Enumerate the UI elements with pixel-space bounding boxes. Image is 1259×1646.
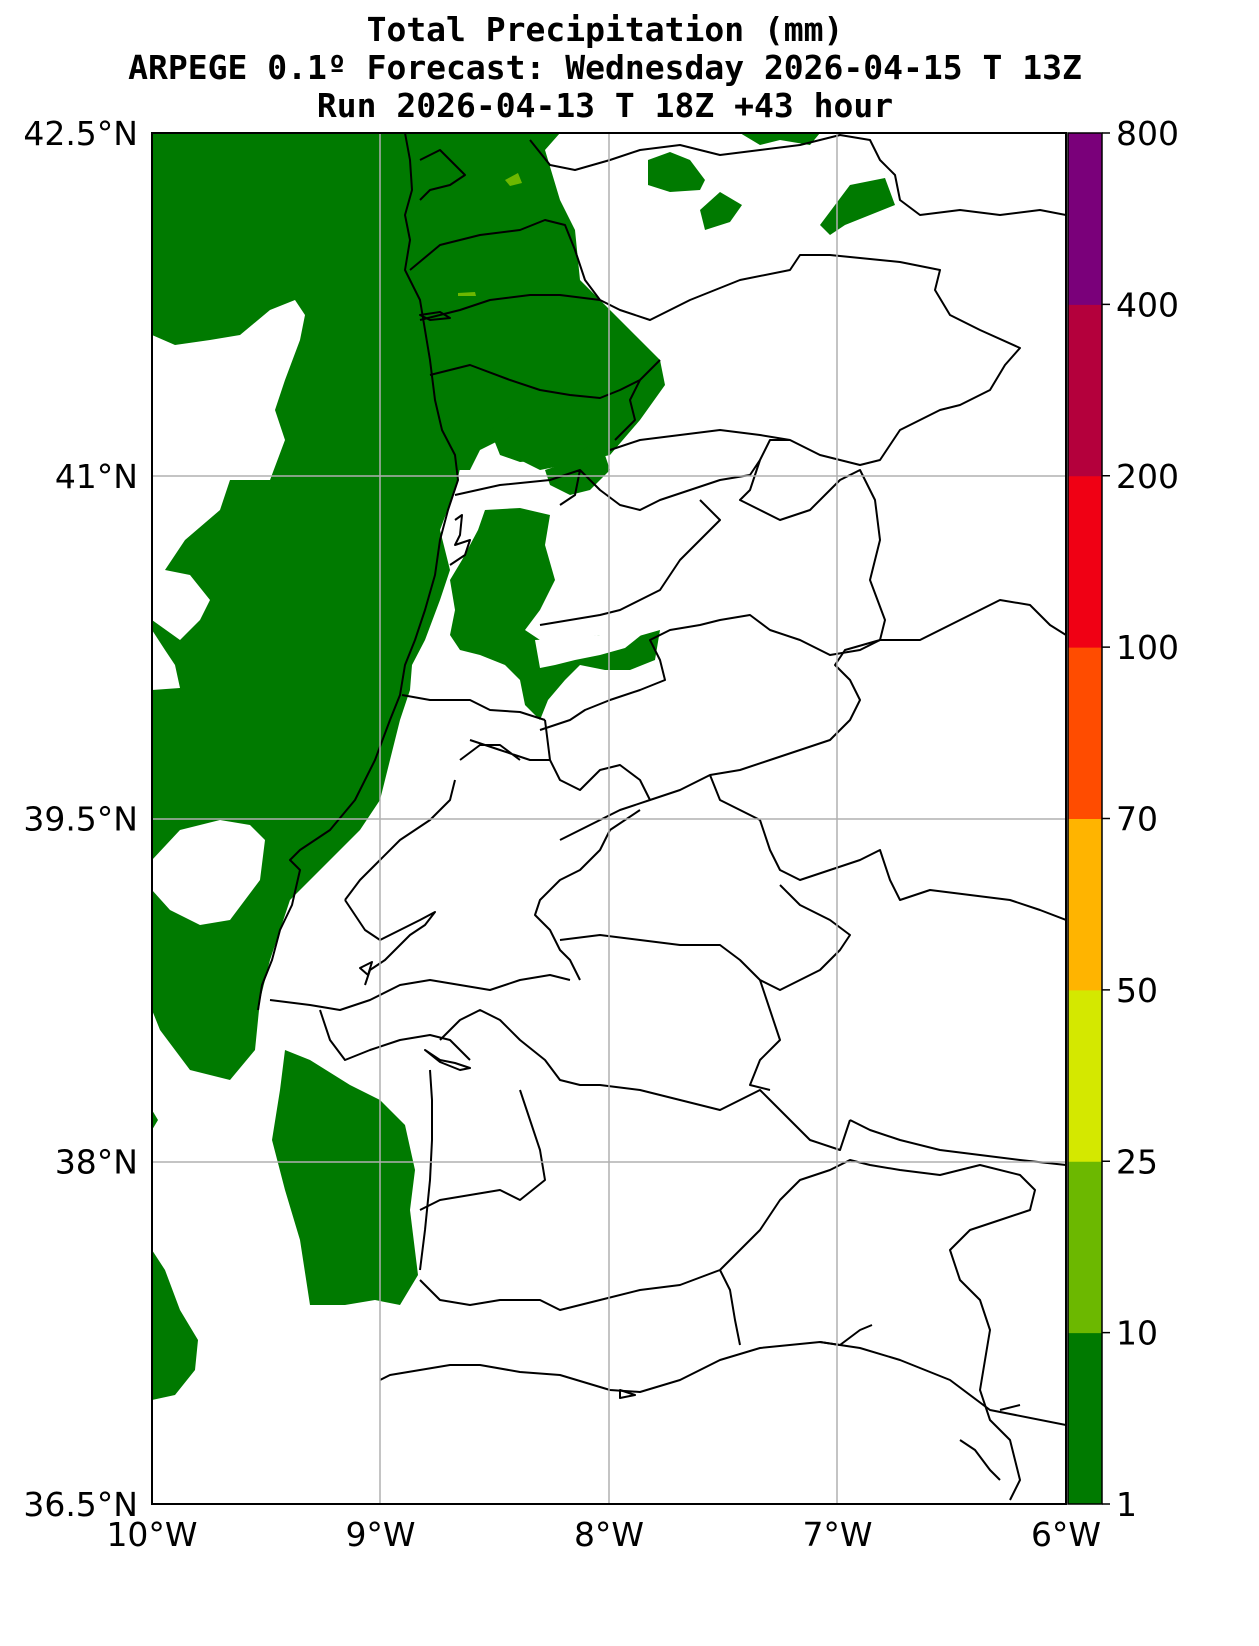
coast-aveiro <box>449 514 471 566</box>
precip-area-10-25-a <box>505 173 522 186</box>
precip-area-ne-1 <box>648 152 705 192</box>
gridlines <box>152 133 1066 1504</box>
border-district-9 <box>419 979 781 1211</box>
colorbar-label: 800 <box>1116 114 1179 153</box>
precipitation-layer <box>152 133 895 1400</box>
colorbar-segment <box>1068 647 1102 819</box>
latitude-tick-label: 36.5°N <box>23 1485 138 1524</box>
precip-area-sw-2 <box>152 1110 158 1130</box>
latitude-tick-label: 39.5°N <box>23 800 138 839</box>
precip-area-ne-3 <box>820 178 895 235</box>
coastline <box>257 133 459 1011</box>
borders-layer <box>257 133 1066 1501</box>
precip-area-atlantic <box>152 133 665 1080</box>
longitude-tick-label: 8°W <box>574 1515 644 1554</box>
precip-area-ne-2 <box>700 192 742 230</box>
border-district-3 <box>454 439 886 731</box>
border-district-4 <box>401 599 1066 841</box>
border-district-8 <box>269 974 851 1151</box>
colorbar-segment <box>1068 1332 1102 1505</box>
forecast-subtitle: ARPEGE 0.1º Forecast: Wednesday 2026-04-… <box>128 48 1082 87</box>
colorbar-segment <box>1068 989 1102 1162</box>
colorbar-label: 200 <box>1116 457 1179 496</box>
colorbar-label: 1 <box>1116 1485 1137 1524</box>
coast-setubal <box>419 1049 471 1271</box>
precip-area-ne-4 <box>740 133 820 145</box>
colorbar-segment <box>1068 133 1102 305</box>
colorbar-segment <box>1068 1161 1102 1334</box>
longitude-tick-label: 9°W <box>345 1515 415 1554</box>
border-district-5 <box>344 739 641 981</box>
latitude-labels: 42.5°N 41°N 39.5°N 38°N 36.5°N <box>23 114 138 1524</box>
longitude-tick-label: 7°W <box>802 1515 872 1554</box>
coast-minho <box>419 149 466 201</box>
colorbar-label: 100 <box>1116 628 1179 667</box>
coast-mondego <box>419 311 451 321</box>
latitude-tick-label: 42.5°N <box>23 114 138 153</box>
colorbar: 1 10 25 50 70 100 200 400 800 <box>1067 114 1179 1524</box>
border-district-10 <box>419 1159 1036 1501</box>
precip-area-alentejo-coast <box>272 1050 418 1305</box>
latitude-tick-label: 38°N <box>55 1142 138 1181</box>
coast-lisbon <box>344 899 436 986</box>
run-subtitle: Run 2026-04-13 T 18Z +43 hour <box>316 86 894 125</box>
colorbar-label: 50 <box>1116 971 1158 1010</box>
colorbar-label: 10 <box>1116 1314 1158 1353</box>
colorbar-label: 70 <box>1116 800 1158 839</box>
map-title: Total Precipitation (mm) <box>366 10 844 49</box>
colorbar-segment <box>1068 818 1102 991</box>
colorbar-segment <box>1068 475 1102 648</box>
border-district-2 <box>419 294 661 441</box>
border-district-11 <box>849 1119 1066 1166</box>
map-frame <box>151 132 1067 1505</box>
coastline-sado <box>379 1341 1066 1426</box>
colorbar-segment <box>1068 304 1102 477</box>
precip-area-10-25-b <box>458 292 476 296</box>
precip-area-douro <box>490 410 590 462</box>
longitude-labels: 10°W 9°W 8°W 7°W 6°W <box>106 1515 1101 1554</box>
precip-area-aveiro <box>450 508 660 720</box>
border-district-6 <box>709 774 1066 921</box>
precip-area-sw-1 <box>152 1250 198 1400</box>
border-district-7 <box>559 884 851 991</box>
colorbar-label: 400 <box>1116 285 1179 324</box>
latitude-tick-label: 41°N <box>55 457 138 496</box>
border-district-1 <box>409 219 1021 466</box>
border-spain-portugal <box>529 134 1066 216</box>
longitude-tick-label: 6°W <box>1031 1515 1101 1554</box>
longitude-tick-label: 10°W <box>106 1515 197 1554</box>
colorbar-label: 25 <box>1116 1142 1158 1181</box>
coast-south-spain <box>619 1324 1021 1481</box>
